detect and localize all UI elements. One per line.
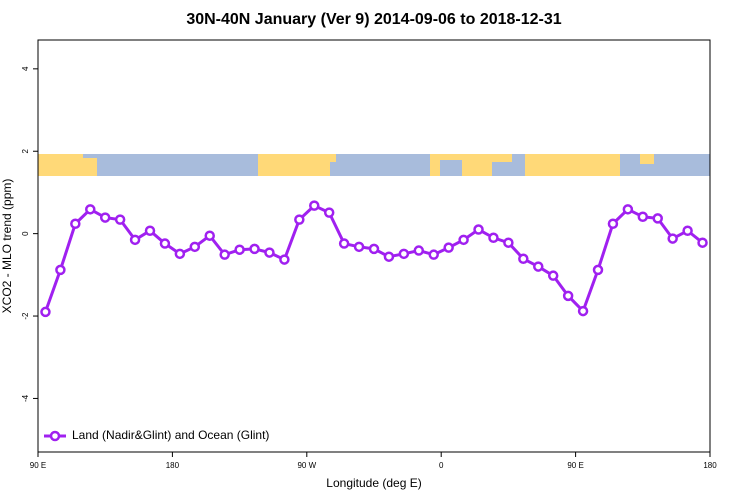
point bbox=[488, 232, 499, 244]
point bbox=[144, 225, 156, 237]
y-tick-label: 2 bbox=[21, 148, 30, 153]
point bbox=[294, 214, 305, 225]
y-axis-label: XCO2 - MLO trend (ppm) bbox=[0, 179, 14, 314]
point bbox=[518, 253, 529, 265]
point bbox=[607, 218, 619, 230]
point bbox=[473, 224, 484, 235]
point bbox=[279, 254, 290, 265]
x-tick-label: 90 E bbox=[30, 461, 46, 470]
legend-marker bbox=[49, 430, 61, 442]
point bbox=[70, 218, 81, 230]
point bbox=[40, 306, 51, 318]
plot-frame bbox=[37, 39, 711, 453]
point bbox=[174, 248, 186, 260]
point bbox=[697, 237, 708, 248]
point bbox=[55, 264, 66, 276]
point bbox=[204, 230, 215, 241]
map-strip bbox=[38, 154, 710, 176]
y-tick-label: 0 bbox=[21, 231, 30, 236]
point bbox=[637, 211, 649, 222]
point bbox=[533, 261, 544, 272]
y-tick-label: -2 bbox=[21, 312, 30, 320]
y-tick-label: -4 bbox=[21, 394, 30, 402]
point bbox=[159, 238, 171, 249]
point bbox=[398, 248, 410, 260]
point bbox=[428, 249, 439, 260]
point bbox=[413, 245, 425, 256]
point bbox=[547, 270, 559, 281]
point bbox=[219, 249, 230, 260]
point bbox=[353, 241, 365, 253]
point bbox=[338, 238, 350, 249]
point bbox=[264, 247, 275, 258]
chart-title: 30N-40N January (Ver 9) 2014-09-06 to 20… bbox=[186, 11, 561, 28]
point bbox=[577, 305, 589, 317]
x-tick-label: 90 W bbox=[297, 461, 316, 470]
y-tick-label: 4 bbox=[21, 66, 30, 71]
x-tick-label: 0 bbox=[439, 461, 444, 470]
point bbox=[667, 233, 678, 244]
point bbox=[309, 200, 320, 211]
point bbox=[562, 290, 574, 302]
point bbox=[129, 234, 141, 246]
point bbox=[443, 242, 454, 253]
point bbox=[682, 225, 693, 237]
legend-label: Land (Nadir&Glint) and Ocean (Glint) bbox=[72, 428, 269, 442]
point bbox=[249, 243, 260, 255]
point bbox=[85, 204, 96, 215]
point bbox=[189, 241, 201, 253]
point bbox=[503, 237, 514, 248]
point bbox=[458, 234, 469, 246]
point bbox=[622, 204, 634, 215]
x-tick-label: 180 bbox=[166, 461, 180, 470]
point bbox=[114, 214, 126, 225]
point bbox=[234, 244, 245, 255]
line bbox=[44, 203, 704, 314]
x-axis-label: Longitude (deg E) bbox=[326, 476, 421, 490]
point bbox=[323, 207, 335, 218]
point bbox=[368, 243, 380, 255]
x-tick-label: 90 E bbox=[567, 461, 583, 470]
point bbox=[99, 212, 111, 223]
point bbox=[592, 264, 604, 276]
point bbox=[652, 213, 663, 224]
point bbox=[383, 251, 395, 262]
x-tick-label: 180 bbox=[703, 461, 717, 470]
